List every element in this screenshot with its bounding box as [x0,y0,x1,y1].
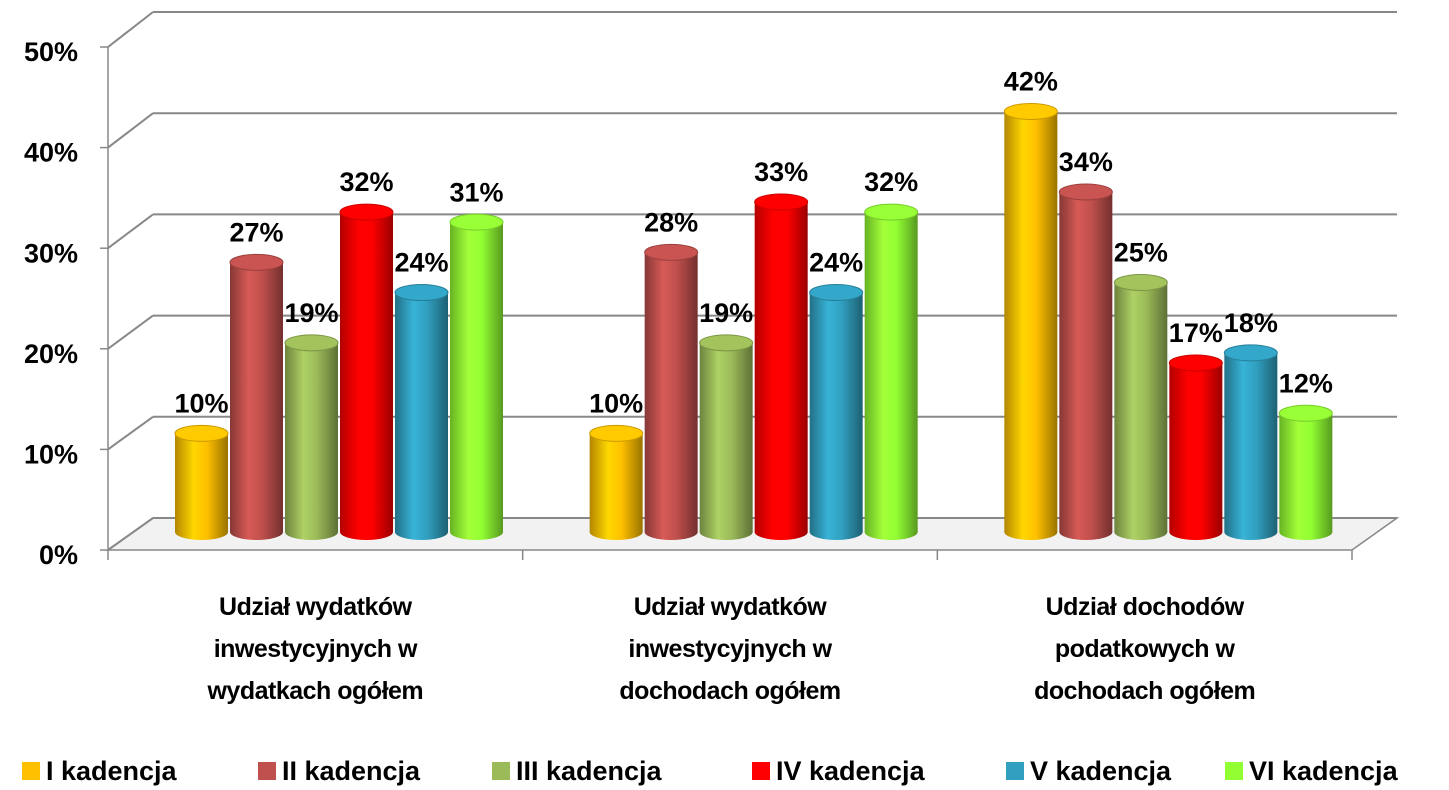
bar-top [754,193,809,211]
bar [809,292,863,532]
bar [1279,413,1333,532]
grid-line-side [107,11,154,48]
legend-swatch [22,762,40,780]
bar [1224,352,1278,532]
value-label: 10% [589,389,643,419]
bar-top [174,424,229,442]
bar [450,222,503,532]
bar-top [699,334,754,352]
bar-top [229,253,284,271]
bar-top [589,424,644,442]
x-tick-label: Udział wydatków inwestycyjnych w dochoda… [619,593,841,705]
x-tick-label: Udział wydatków inwestycyjnych w wydatka… [207,593,424,705]
bar [340,212,393,532]
bar [1114,282,1168,532]
bar [230,262,283,532]
bar [1169,362,1223,532]
value-label: 32% [864,167,918,197]
legend-label: I kadencja [46,756,178,786]
bar-top [1223,344,1278,362]
bar-top [864,203,919,221]
value-label: 25% [1114,238,1168,268]
bar-top [284,334,339,352]
bar-top [339,203,394,221]
value-label: 17% [1169,318,1223,348]
legend-swatch [258,762,276,780]
value-label: 19% [699,298,753,328]
bar [754,202,808,532]
y-tick-label: 20% [24,339,78,369]
bar-top [1113,274,1168,291]
bar [699,342,753,532]
grid-line-side [107,112,154,149]
legend-label: II kadencja [282,756,421,786]
value-label: 31% [449,177,503,207]
value-label: 42% [1004,67,1058,97]
bar [175,433,228,532]
grid-line-side [107,213,154,249]
value-label: 33% [754,157,808,187]
bar [1059,191,1113,532]
y-tick-label: 10% [24,440,78,470]
bar [644,252,698,532]
bar-top [449,213,504,231]
value-label: 34% [1059,147,1113,177]
value-label: 19% [284,298,338,328]
legend-label: VI kadencja [1249,756,1399,786]
bar [395,292,448,532]
bar [589,433,643,532]
value-label: 27% [229,218,283,248]
y-tick-label: 50% [24,37,78,67]
y-tick-label: 40% [24,138,78,168]
bar-top [644,243,699,261]
bar [864,212,918,532]
grid-line-side [107,415,154,451]
bar-top [1058,183,1113,201]
legend-label: III kadencja [516,756,663,786]
legend-label: V kadencja [1030,756,1172,786]
legend-swatch [492,762,510,780]
y-tick-label: 30% [24,238,78,268]
value-label: 12% [1279,368,1333,398]
value-label: 24% [809,248,863,278]
legend-label: IV kadencja [776,756,926,786]
value-label: 24% [394,248,448,278]
y-tick-label: 0% [39,540,78,570]
value-label: 10% [174,389,228,419]
bar-top [1278,404,1333,422]
legend-swatch [752,762,770,780]
x-tick-label: Udział dochodów podatkowych w dochodach … [1034,593,1256,705]
bar-top [394,284,449,302]
value-label: 32% [339,167,393,197]
bar [1004,111,1058,532]
bar-top [1168,354,1223,372]
legend-swatch [1225,762,1243,780]
grid-line-side [107,517,154,551]
bar [285,342,338,532]
bar-top [809,284,864,302]
legend-swatch [1006,762,1024,780]
grid-line-side [107,314,154,350]
value-label: 28% [644,207,698,237]
bar-top [1003,102,1058,120]
value-label: 18% [1224,308,1278,338]
